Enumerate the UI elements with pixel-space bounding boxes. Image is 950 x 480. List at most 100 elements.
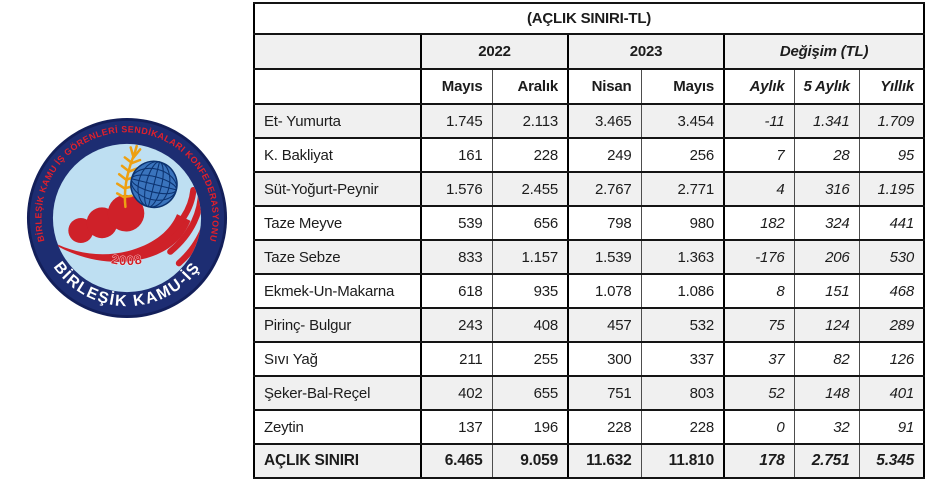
cell: 228	[640, 409, 725, 445]
total-row: AÇLIK SINIRI 6.465 9.059 11.632 11.810 178 2.7…	[253, 443, 925, 479]
union-logo: 2008 BİRLEŞİK KAMU İŞ GÖRENLERİ SENDİKAL…	[26, 117, 228, 319]
cell: 2.771	[640, 171, 725, 207]
cell: 228	[567, 409, 642, 445]
blank-header	[253, 33, 422, 70]
cell: 7	[723, 137, 795, 173]
table-row: K. Bakliyat 161 228 249 256 7 28 95	[253, 137, 925, 173]
blank-header	[253, 68, 422, 105]
cell: 178	[723, 443, 795, 479]
row-label: Şeker-Bal-Reçel	[253, 375, 422, 411]
row-label: Taze Sebze	[253, 239, 422, 275]
cell: 935	[491, 273, 569, 309]
globe-icon	[130, 160, 178, 209]
data-table: (AÇLIK SINIRI-TL) 2022 2023 Değişim (TL)…	[253, 2, 926, 479]
cell: 2.113	[491, 103, 569, 139]
cell: 228	[491, 137, 569, 173]
change-header: Değişim (TL)	[722, 33, 925, 70]
union-emblem-svg: 2008 BİRLEŞİK KAMU İŞ GÖRENLERİ SENDİKAL…	[26, 117, 228, 319]
cell: 408	[491, 307, 569, 343]
cell: 243	[420, 307, 493, 343]
cell: 300	[567, 341, 642, 377]
cell: 1.363	[640, 239, 725, 275]
table-title: (AÇLIK SINIRI-TL)	[253, 2, 925, 35]
col-header-aylik: Aylık	[723, 68, 795, 105]
cell: 11.810	[640, 443, 725, 479]
cell: 530	[858, 239, 925, 275]
cell: 833	[420, 239, 493, 275]
cell: 468	[858, 273, 925, 309]
row-label: Ekmek-Un-Makarna	[253, 273, 422, 309]
cell: 82	[793, 341, 860, 377]
row-label: Taze Meyve	[253, 205, 422, 241]
row-label: Zeytin	[253, 409, 422, 445]
row-label: K. Bakliyat	[253, 137, 422, 173]
cell: 441	[858, 205, 925, 241]
cell: 11.632	[567, 443, 642, 479]
cell: 401	[858, 375, 925, 411]
cell: 457	[567, 307, 642, 343]
cell: 91	[858, 409, 925, 445]
table-row: Ekmek-Un-Makarna 618 935 1.078 1.086 8 151 468	[253, 273, 925, 309]
cell: 1.341	[793, 103, 860, 139]
table-row: Pirinç- Bulgur 243 408 457 532 75 124 289	[253, 307, 925, 343]
cell: 2.751	[793, 443, 860, 479]
cell: 32	[793, 409, 860, 445]
cell: 8	[723, 273, 795, 309]
red-arm-shape	[52, 214, 191, 262]
cell: 9.059	[491, 443, 569, 479]
cell: 249	[567, 137, 642, 173]
year-header-row: 2022 2023 Değişim (TL)	[253, 33, 925, 70]
cell: 289	[858, 307, 925, 343]
col-header-mayis-2023: Mayıs	[640, 68, 725, 105]
table-row: Süt-Yoğurt-Peynir 1.576 2.455 2.767 2.771 4 31…	[253, 171, 925, 207]
cell: 1.078	[567, 273, 642, 309]
cell: 4	[723, 171, 795, 207]
cell: 124	[793, 307, 860, 343]
cell: 206	[793, 239, 860, 275]
cell: 211	[420, 341, 493, 377]
cell: 28	[793, 137, 860, 173]
cell: 256	[640, 137, 725, 173]
cell: -176	[723, 239, 795, 275]
cell: 1.195	[858, 171, 925, 207]
row-label: Sıvı Yağ	[253, 341, 422, 377]
cell: 3.465	[567, 103, 642, 139]
table-row: Taze Sebze 833 1.157 1.539 1.363 -176 206 530	[253, 239, 925, 275]
cell: 3.454	[640, 103, 725, 139]
cell: 52	[723, 375, 795, 411]
cell: 803	[640, 375, 725, 411]
cell: 751	[567, 375, 642, 411]
table-row: Şeker-Bal-Reçel 402 655 751 803 52 148 401	[253, 375, 925, 411]
cell: 1.086	[640, 273, 725, 309]
cell: 196	[491, 409, 569, 445]
cell: 1.745	[420, 103, 493, 139]
cell: 980	[640, 205, 725, 241]
cell: 37	[723, 341, 795, 377]
table-row: Et- Yumurta 1.745 2.113 3.465 3.454 -11 1.341 1…	[253, 103, 925, 139]
row-label: AÇLIK SINIRI	[253, 443, 422, 479]
cell: 1.576	[420, 171, 493, 207]
row-label: Pirinç- Bulgur	[253, 307, 422, 343]
table-body: Et- Yumurta 1.745 2.113 3.465 3.454 -11 1.341 1…	[253, 103, 925, 479]
cell: 5.345	[858, 443, 925, 479]
cell: 656	[491, 205, 569, 241]
cell: 161	[420, 137, 493, 173]
row-label: Et- Yumurta	[253, 103, 422, 139]
cell: 798	[567, 205, 642, 241]
year-2023-header: 2023	[567, 33, 725, 70]
cell: 148	[793, 375, 860, 411]
cell: 151	[793, 273, 860, 309]
cell: 137	[420, 409, 493, 445]
cell: 402	[420, 375, 493, 411]
col-header-aralik: Aralık	[491, 68, 569, 105]
table-row: Taze Meyve 539 656 798 980 182 324 441	[253, 205, 925, 241]
cell: -11	[723, 103, 795, 139]
cell: 532	[640, 307, 725, 343]
col-header-yillik: Yıllık	[858, 68, 925, 105]
cell: 126	[858, 341, 925, 377]
cell: 95	[858, 137, 925, 173]
cell: 655	[491, 375, 569, 411]
col-header-5aylik: 5 Aylık	[793, 68, 860, 105]
cell: 255	[491, 341, 569, 377]
table-row: Zeytin 137 196 228 228 0 32 91	[253, 409, 925, 445]
